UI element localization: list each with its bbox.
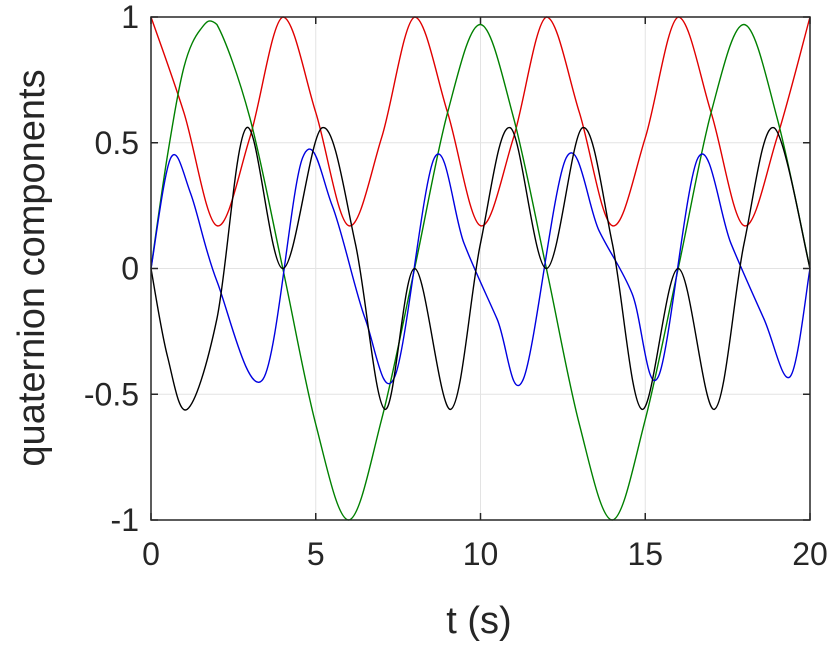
y-tick-label: -0.5 (84, 376, 139, 412)
x-axis-label: t (s) (446, 600, 511, 642)
x-tick-label: 10 (463, 536, 499, 572)
x-tick-label: 20 (792, 536, 828, 572)
x-tick-label: 15 (627, 536, 663, 572)
series-line-2 (150, 20, 811, 521)
series-line-1 (150, 16, 811, 227)
y-tick-label: 0 (121, 251, 139, 287)
series-line-3 (150, 148, 811, 387)
series-line-4 (150, 126, 811, 411)
y-axis-label: quaternion components (11, 69, 53, 466)
y-tick-label: -1 (111, 502, 139, 538)
x-tick-label: 0 (142, 536, 160, 572)
series-group (150, 16, 811, 521)
x-tick-label: 5 (307, 536, 325, 572)
axis-ticks: 0 5 10 15 20 -1 -0.5 0 0.5 1 (84, 0, 828, 572)
y-tick-label: 1 (121, 0, 139, 35)
y-tick-label: 0.5 (95, 125, 139, 161)
